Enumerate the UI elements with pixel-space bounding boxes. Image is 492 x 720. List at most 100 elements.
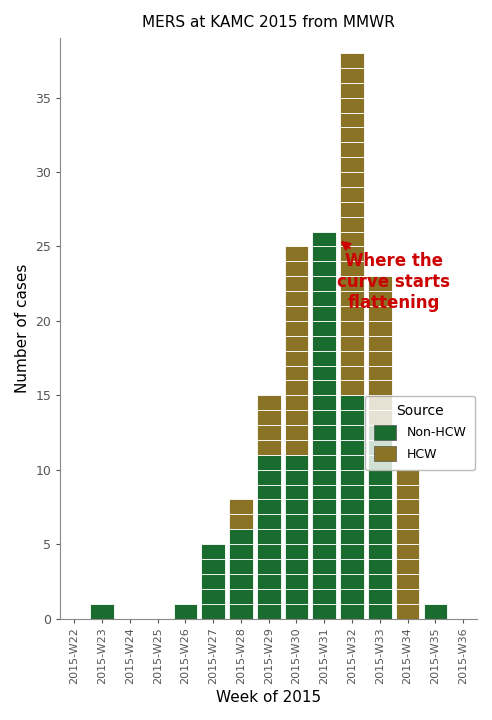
Bar	[257, 395, 280, 410]
Bar	[368, 395, 392, 410]
Bar	[340, 53, 364, 68]
Bar	[368, 410, 392, 425]
Bar	[396, 469, 419, 485]
Bar	[340, 529, 364, 544]
Bar	[396, 514, 419, 529]
Bar	[285, 261, 308, 276]
Bar	[340, 366, 364, 380]
Bar	[368, 529, 392, 544]
Bar	[340, 98, 364, 112]
Bar	[368, 455, 392, 469]
Bar	[257, 440, 280, 455]
Bar	[368, 380, 392, 395]
Bar	[229, 559, 253, 574]
Bar	[285, 574, 308, 589]
Bar	[312, 440, 336, 455]
Bar	[257, 500, 280, 514]
Bar	[285, 246, 308, 261]
Bar	[340, 425, 364, 440]
Bar	[285, 366, 308, 380]
Bar	[340, 589, 364, 603]
Bar	[368, 559, 392, 574]
Bar	[312, 336, 336, 351]
Bar	[229, 514, 253, 529]
Bar	[396, 574, 419, 589]
Bar	[312, 500, 336, 514]
Bar	[285, 455, 308, 469]
Bar	[312, 455, 336, 469]
Bar	[229, 603, 253, 618]
Bar	[312, 261, 336, 276]
Bar	[312, 395, 336, 410]
Bar	[229, 529, 253, 544]
Bar	[312, 276, 336, 291]
Bar	[312, 366, 336, 380]
Bar	[340, 559, 364, 574]
Bar	[257, 455, 280, 469]
Bar	[368, 276, 392, 291]
Bar	[368, 321, 392, 336]
Bar	[312, 603, 336, 618]
Bar	[201, 589, 225, 603]
Bar	[340, 380, 364, 395]
Bar	[257, 544, 280, 559]
Bar	[312, 485, 336, 500]
Bar	[312, 425, 336, 440]
Bar	[368, 589, 392, 603]
Bar	[340, 261, 364, 276]
Bar	[396, 485, 419, 500]
Bar	[368, 425, 392, 440]
Bar	[312, 469, 336, 485]
Bar	[229, 574, 253, 589]
Bar	[396, 544, 419, 559]
Bar	[340, 112, 364, 127]
Bar	[396, 603, 419, 618]
Bar	[257, 559, 280, 574]
Bar	[340, 276, 364, 291]
Bar	[340, 306, 364, 321]
Bar	[368, 306, 392, 321]
Bar	[285, 544, 308, 559]
Bar	[285, 321, 308, 336]
Bar	[257, 485, 280, 500]
Bar	[91, 603, 114, 618]
Bar	[368, 500, 392, 514]
Bar	[174, 603, 197, 618]
Bar	[340, 291, 364, 306]
Bar	[396, 559, 419, 574]
Bar	[285, 351, 308, 366]
Bar	[368, 336, 392, 351]
Bar	[340, 172, 364, 187]
Bar	[368, 469, 392, 485]
Bar	[257, 469, 280, 485]
Bar	[285, 306, 308, 321]
Bar	[340, 127, 364, 143]
Bar	[340, 202, 364, 217]
Bar	[340, 157, 364, 172]
Bar	[285, 410, 308, 425]
Bar	[229, 544, 253, 559]
Bar	[285, 589, 308, 603]
Bar	[340, 232, 364, 246]
Bar	[340, 603, 364, 618]
Bar	[285, 425, 308, 440]
Bar	[285, 500, 308, 514]
Bar	[312, 574, 336, 589]
Bar	[368, 351, 392, 366]
Bar	[285, 603, 308, 618]
X-axis label: Week of 2015: Week of 2015	[216, 690, 321, 705]
Bar	[312, 410, 336, 425]
Bar	[257, 574, 280, 589]
Bar	[285, 276, 308, 291]
Text: Where the
curve starts
flattening: Where the curve starts flattening	[337, 243, 450, 312]
Bar	[368, 574, 392, 589]
Bar	[368, 544, 392, 559]
Bar	[368, 514, 392, 529]
Bar	[312, 380, 336, 395]
Bar	[312, 351, 336, 366]
Bar	[285, 485, 308, 500]
Y-axis label: Number of cases: Number of cases	[15, 264, 30, 393]
Bar	[312, 514, 336, 529]
Bar	[340, 500, 364, 514]
Bar	[201, 559, 225, 574]
